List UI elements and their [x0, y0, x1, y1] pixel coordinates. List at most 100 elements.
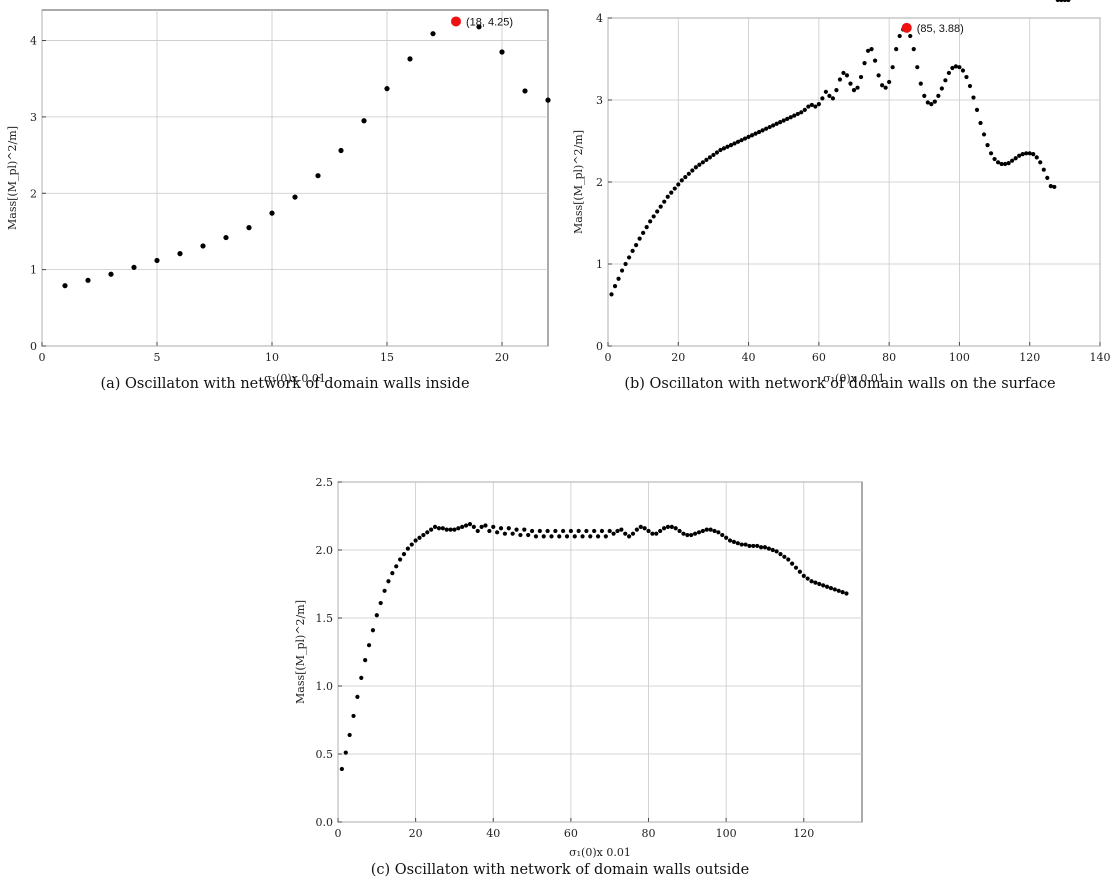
data-point [650, 531, 655, 536]
data-point [704, 527, 709, 532]
y-tick-label: 1.0 [316, 680, 334, 693]
data-point [476, 24, 482, 30]
data-point [785, 116, 790, 121]
data-point [821, 583, 826, 588]
data-point [246, 225, 252, 231]
data-point [828, 585, 834, 591]
data-point [725, 144, 730, 149]
y-tick-label: 1.5 [316, 612, 334, 625]
data-point [799, 110, 804, 115]
data-point [634, 527, 639, 532]
data-point [781, 118, 786, 123]
data-point [370, 628, 376, 633]
chart-b-svg: 0 20 40 60 80 100 120 140 0 1 2 3 4 σ₁(0)x 0.01 Mass[(… [572, 0, 1111, 385]
data-point [603, 534, 608, 539]
data-point [685, 532, 690, 538]
data-point [681, 531, 686, 536]
data-point [764, 126, 769, 131]
chart-panel-c: 0 20 40 60 80 100 120 0.0 0.5 1.0 1.5 2.0 2.5 σ₁(0)x … [270, 470, 870, 870]
data-point [673, 526, 678, 531]
data-point [813, 580, 818, 585]
data-point [797, 569, 802, 574]
x-tick-label: 40 [742, 351, 756, 364]
data-point [712, 528, 717, 534]
data-point [661, 526, 667, 531]
data-point [612, 284, 618, 289]
data-point [655, 209, 660, 214]
data-point [366, 643, 372, 648]
x-tick-label: 20 [495, 351, 509, 364]
data-point [960, 68, 966, 73]
data-point [964, 74, 969, 80]
data-point [978, 120, 983, 126]
data-point [549, 534, 554, 539]
data-point [844, 73, 850, 78]
data-point [840, 590, 845, 595]
data-point [62, 283, 68, 289]
data-point [1041, 167, 1046, 172]
data-point [778, 120, 783, 125]
data-point [922, 93, 927, 98]
data-point [700, 160, 705, 165]
data-point [339, 766, 344, 772]
data-point [669, 524, 674, 529]
x-tick-label: 120 [793, 827, 814, 840]
data-point [623, 531, 628, 536]
data-point [813, 104, 818, 109]
data-point [918, 81, 923, 86]
data-point [1048, 184, 1053, 189]
data-point [995, 160, 1001, 165]
data-point [817, 581, 822, 587]
data-point [770, 547, 775, 553]
data-point [429, 527, 434, 532]
data-point [564, 534, 570, 539]
highlight-label: (18, 4.25) [466, 16, 513, 28]
x-tick-label: 15 [380, 351, 394, 364]
data-point [721, 146, 727, 151]
data-point [1059, 0, 1064, 3]
data-point [957, 65, 962, 70]
y-tick-label: 2 [596, 176, 603, 189]
data-point [467, 522, 473, 527]
data-point [711, 152, 716, 158]
data-point [522, 527, 527, 532]
data-point [677, 528, 682, 534]
data-point [700, 528, 705, 534]
data-point [611, 531, 616, 536]
data-point [343, 750, 348, 755]
data-point [683, 174, 688, 180]
data-point [646, 528, 651, 534]
data-point [108, 271, 114, 277]
data-point [1010, 158, 1015, 163]
y-tick-label: 2.5 [316, 476, 334, 489]
data-point [615, 528, 620, 534]
data-point [690, 168, 695, 173]
data-point [739, 138, 744, 143]
data-point [774, 121, 779, 126]
data-point [576, 528, 581, 534]
data-point [862, 61, 867, 66]
data-point [824, 584, 830, 589]
x-tick-label: 0 [605, 351, 612, 364]
data-point [177, 251, 183, 257]
data-point [479, 524, 484, 529]
data-point [440, 526, 445, 531]
data-point [658, 204, 663, 209]
data-point [648, 219, 653, 224]
data-point [269, 210, 275, 216]
data-point [830, 96, 836, 101]
data-point [537, 528, 542, 534]
data-point [802, 107, 807, 112]
x-tick-label: 100 [949, 351, 970, 364]
data-point [642, 526, 647, 531]
data-point [872, 58, 878, 63]
data-point [651, 214, 656, 219]
x-tick-label: 20 [409, 827, 423, 840]
data-point [929, 102, 934, 107]
data-point [384, 86, 390, 92]
data-point [471, 524, 476, 529]
data-point [475, 528, 480, 534]
data-point [708, 527, 713, 532]
data-point [771, 123, 776, 128]
data-point [351, 713, 356, 719]
